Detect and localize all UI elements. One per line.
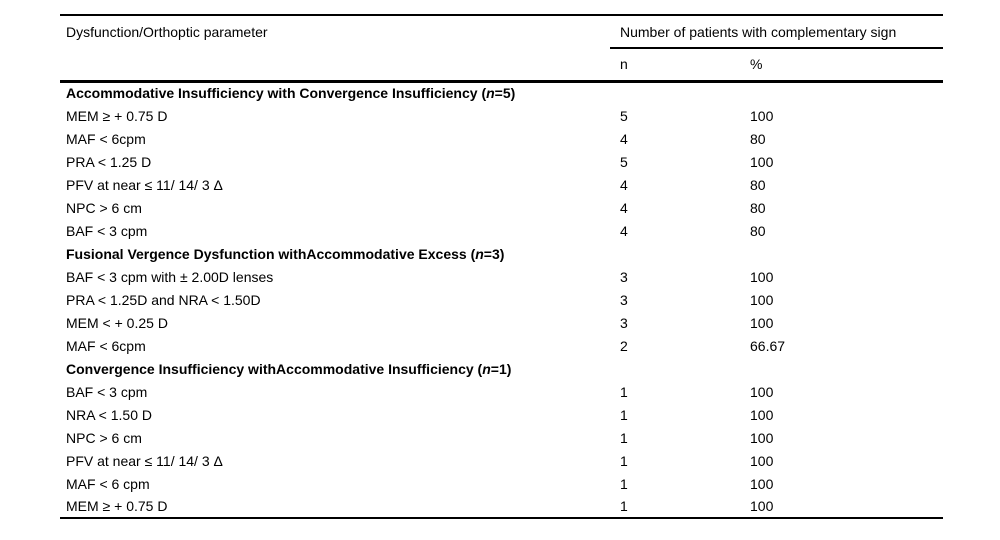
n-cell: 1 — [620, 383, 628, 400]
section-label: Fusional Vergence Dysfunction withAccomm… — [66, 245, 505, 262]
parameter-cell: BAF < 3 cpm — [66, 222, 148, 239]
pct-cell: 100 — [750, 452, 774, 469]
parameter-cell: MAF < 6cpm — [66, 130, 146, 147]
parameter-cell: MAF < 6cpm — [66, 337, 146, 354]
column-header-percent: % — [750, 48, 944, 83]
pct-cell: 100 — [750, 314, 774, 331]
pct-cell: 100 — [750, 406, 774, 423]
n-cell: 5 — [620, 153, 628, 170]
section-row: Convergence Insufficiency withAccommodat… — [60, 357, 943, 380]
table-row: MAF < 6cpm 2 66.67 — [60, 334, 943, 357]
n-cell: 1 — [620, 475, 628, 492]
n-cell-empty — [610, 81, 750, 104]
parameter-cell: NRA < 1.50 D — [66, 406, 152, 423]
parameter-cell: MEM < + 0.25 D — [66, 314, 168, 331]
pct-cell: 100 — [750, 107, 774, 124]
pct-cell: 100 — [750, 153, 774, 170]
parameter-cell: BAF < 3 cpm — [66, 383, 148, 400]
n-cell: 1 — [620, 452, 628, 469]
parameter-cell: PFV at near ≤ 11/ 14/ 3 Δ — [66, 176, 223, 193]
n-cell-empty — [610, 242, 750, 265]
pct-cell: 80 — [750, 130, 766, 147]
table-row: MEM ≥ + 0.75 D 5 100 — [60, 104, 943, 127]
n-cell: 3 — [620, 268, 628, 285]
parameter-cell: BAF < 3 cpm with ± 2.00D lenses — [66, 268, 274, 285]
n-cell: 4 — [620, 130, 628, 147]
n-cell: 2 — [620, 337, 628, 354]
section-n-italic: n — [475, 245, 484, 262]
parameter-cell: NPC > 6 cm — [66, 199, 142, 216]
parameter-cell: MAF < 6 cpm — [66, 475, 150, 492]
section-n-italic: n — [482, 360, 491, 377]
n-cell: 5 — [620, 107, 628, 124]
section-label: Accommodative Insufficiency with Converg… — [66, 85, 516, 102]
pct-cell: 100 — [750, 383, 774, 400]
table-row: MEM < + 0.25 D 3 100 — [60, 311, 943, 334]
table-container: Dysfunction/Orthoptic parameter Number o… — [60, 14, 944, 519]
n-cell: 4 — [620, 222, 628, 239]
n-cell-empty — [610, 357, 750, 380]
column-header-empty — [60, 48, 610, 83]
parameter-cell: MEM ≥ + 0.75 D — [66, 107, 168, 124]
table-row: NPC > 6 cm 4 80 — [60, 196, 943, 219]
table-row: MEM ≥ + 0.75 D 1 100 — [60, 495, 943, 518]
table-row: PFV at near ≤ 11/ 14/ 3 Δ 1 100 — [60, 449, 943, 472]
pct-cell-empty — [750, 242, 943, 265]
parameter-cell: PRA < 1.25 D — [66, 153, 152, 170]
n-cell: 4 — [620, 176, 628, 193]
parameter-cell: NPC > 6 cm — [66, 429, 142, 446]
table-row: BAF < 3 cpm 4 80 — [60, 219, 943, 242]
pct-cell: 100 — [750, 291, 774, 308]
pct-cell: 100 — [750, 268, 774, 285]
column-header-n: n — [610, 48, 750, 83]
n-cell: 3 — [620, 314, 628, 331]
pct-cell-empty — [750, 81, 943, 104]
table-row: NPC > 6 cm 1 100 — [60, 426, 943, 449]
table-header: Dysfunction/Orthoptic parameter Number o… — [60, 15, 944, 83]
table-row: MAF < 6cpm 4 80 — [60, 127, 943, 150]
n-cell: 1 — [620, 429, 628, 446]
table-row: BAF < 3 cpm with ± 2.00D lenses 3 100 — [60, 265, 943, 288]
table-row: PFV at near ≤ 11/ 14/ 3 Δ 4 80 — [60, 173, 943, 196]
n-cell: 4 — [620, 199, 628, 216]
parameter-cell: PFV at near ≤ 11/ 14/ 3 Δ — [66, 452, 223, 469]
pct-cell: 66.67 — [750, 337, 786, 354]
pct-cell: 100 — [750, 498, 774, 514]
header-row-sub: n % — [60, 48, 944, 83]
table-row: MAF < 6 cpm 1 100 — [60, 472, 943, 495]
section-row: Accommodative Insufficiency with Converg… — [60, 81, 943, 104]
pct-cell-empty — [750, 357, 943, 380]
complementary-signs-table: Dysfunction/Orthoptic parameter Number o… — [60, 14, 944, 519]
parameter-cell: MEM ≥ + 0.75 D — [66, 498, 168, 514]
section-label: Convergence Insufficiency withAccommodat… — [66, 360, 512, 377]
n-cell: 1 — [620, 498, 628, 514]
table-body: Accommodative Insufficiency with Converg… — [60, 81, 943, 518]
section-n-italic: n — [486, 85, 495, 102]
n-cell: 3 — [620, 291, 628, 308]
table-row: PRA < 1.25 D 5 100 — [60, 150, 943, 173]
pct-cell: 80 — [750, 176, 766, 193]
pct-cell: 80 — [750, 222, 766, 239]
column-group-header-patients: Number of patients with complementary si… — [610, 15, 944, 49]
parameter-cell: PRA < 1.25D and NRA < 1.50D — [66, 291, 261, 308]
header-row-group: Dysfunction/Orthoptic parameter Number o… — [60, 15, 944, 49]
table-row: NRA < 1.50 D 1 100 — [60, 403, 943, 426]
table-row: PRA < 1.25D and NRA < 1.50D 3 100 — [60, 288, 943, 311]
section-row: Fusional Vergence Dysfunction withAccomm… — [60, 242, 943, 265]
pct-cell: 80 — [750, 199, 766, 216]
pct-cell: 100 — [750, 475, 774, 492]
n-cell: 1 — [620, 406, 628, 423]
pct-cell: 100 — [750, 429, 774, 446]
table-row: BAF < 3 cpm 1 100 — [60, 380, 943, 403]
column-header-parameter: Dysfunction/Orthoptic parameter — [66, 24, 268, 40]
